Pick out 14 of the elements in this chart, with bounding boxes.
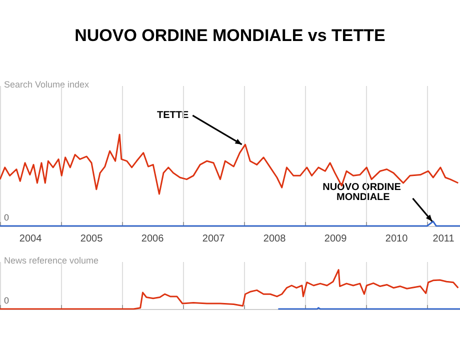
x-tick-label: 2005 [80,234,104,244]
x-tick-label: 2011 [432,234,455,244]
x-tick-label: 2006 [141,234,164,244]
x-tick-label: 2009 [324,234,348,244]
y-axis-title: News reference volume [4,256,99,266]
y-axis-title: Search Volume index [4,80,90,90]
annotation: NUOVO ORDINE MONDIALE [322,182,404,203]
annotation: 0 [4,212,10,222]
chart-title: NUOVO ORDINE MONDIALE vs TETTE [74,26,386,46]
x-tick-label: 2007 [202,234,226,244]
x-tick-label: 2004 [19,234,42,244]
annotation: 0 [4,296,10,306]
x-tick-label: 2008 [263,234,286,244]
x-tick-label: 2010 [385,234,408,244]
